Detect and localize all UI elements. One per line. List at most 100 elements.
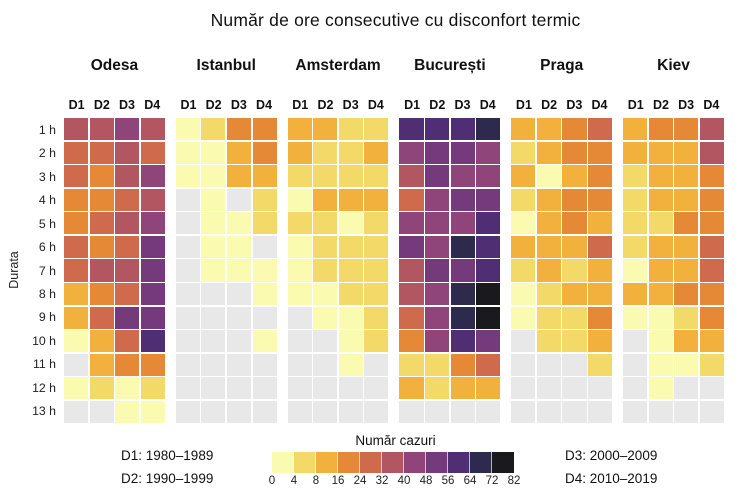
heatmap-cell xyxy=(175,212,200,235)
heatmap-cell xyxy=(338,141,363,164)
heatmap-cell xyxy=(115,400,140,423)
heatmap-cell xyxy=(511,235,536,258)
column-header: D2 xyxy=(93,98,110,112)
heatmap-cell xyxy=(338,235,363,258)
heatmap-cell xyxy=(140,259,165,282)
legend-swatch xyxy=(404,452,426,473)
column-header: D2 xyxy=(652,98,669,112)
heatmap-cell xyxy=(287,235,312,258)
heatmap-cell xyxy=(476,353,501,376)
y-axis-tick-label: 7 h xyxy=(38,263,56,278)
heatmap-cell xyxy=(536,165,561,188)
heatmap-cell xyxy=(201,118,226,141)
heatmap-cell xyxy=(338,259,363,282)
heatmap-cell xyxy=(313,283,338,306)
heatmap-cell xyxy=(338,330,363,353)
column-header: D4 xyxy=(367,98,384,112)
heatmap-cell xyxy=(89,330,114,353)
heatmap-cell xyxy=(425,165,450,188)
heatmap-cell xyxy=(588,377,613,400)
legend-swatch xyxy=(316,452,338,473)
y-axis-tick-labels: 1 h 2 h 3 h 4 h 5 h 6 h 7 h 8 h 9 h 10 h 11 h 12 h 1… xyxy=(0,118,56,423)
facet-title: Praga xyxy=(540,57,584,74)
heatmap-cell xyxy=(674,188,699,211)
heatmap-cell xyxy=(338,188,363,211)
column-header: D2 xyxy=(205,98,222,112)
heatmap-cell xyxy=(338,165,363,188)
heatmap-cell xyxy=(226,165,252,188)
y-axis-tick-label: 10 h xyxy=(32,333,56,348)
heatmap-cell xyxy=(364,306,389,329)
column-header: D2 xyxy=(317,98,334,112)
column-headers: D1 D2 D3 D4 xyxy=(623,96,724,118)
heatmap-cell xyxy=(450,118,475,141)
legend-tick: 24 xyxy=(353,475,367,487)
heatmap-cell xyxy=(562,306,587,329)
heatmap-cell xyxy=(140,188,165,211)
heatmap-cell xyxy=(588,118,613,141)
heatmap-cell xyxy=(674,118,699,141)
heatmap-cell xyxy=(588,283,613,306)
heatmap-cell xyxy=(226,306,252,329)
heatmap-cell xyxy=(450,283,475,306)
heatmap-cell xyxy=(536,235,561,258)
heatmap-cell xyxy=(364,377,389,400)
heatmap-cell xyxy=(476,212,501,235)
heatmap-cell xyxy=(226,400,252,423)
heatmap-cell xyxy=(175,235,200,258)
heatmap-cell xyxy=(588,330,613,353)
heatmap-cell xyxy=(226,118,252,141)
heatmap-cell xyxy=(140,353,165,376)
heatmap-cell xyxy=(648,259,673,282)
heatmap-cell xyxy=(140,212,165,235)
heatmap-cell xyxy=(201,259,226,282)
heatmap-cell xyxy=(399,188,424,211)
heatmap-cell xyxy=(364,141,389,164)
heatmap-cell xyxy=(648,165,673,188)
legend-periods-left: D1: 1980–1989 D2: 1990–1999 xyxy=(121,444,271,490)
heatmap-cell xyxy=(338,212,363,235)
heatmap-cell xyxy=(476,165,501,188)
heatmap-cell xyxy=(252,377,277,400)
heatmap-cell xyxy=(674,259,699,282)
heatmap-cell xyxy=(562,330,587,353)
heatmap-cell xyxy=(562,165,587,188)
heatmap-cell xyxy=(287,212,312,235)
legend-tick: 4 xyxy=(290,475,298,487)
heatmap-cell xyxy=(338,400,363,423)
heatmap-cell xyxy=(588,235,613,258)
heatmap-cell xyxy=(648,353,673,376)
heatmap-cell xyxy=(89,118,114,141)
heatmap-cell xyxy=(115,306,140,329)
heatmap-cell xyxy=(536,400,561,423)
heatmap-cell xyxy=(287,141,312,164)
heatmap-cell xyxy=(511,165,536,188)
facet-title: București xyxy=(414,57,486,74)
heatmap-cell xyxy=(89,259,114,282)
legend-swatch xyxy=(382,452,404,473)
legend-swatch xyxy=(426,452,448,473)
heatmap-cell xyxy=(287,306,312,329)
heatmap-cell xyxy=(450,235,475,258)
heatmap-cell xyxy=(399,259,424,282)
heatmap-cell xyxy=(313,353,338,376)
heatmap-cell xyxy=(511,259,536,282)
heatmap-cell xyxy=(562,118,587,141)
heatmap-cell xyxy=(674,235,699,258)
column-header: D2 xyxy=(429,98,446,112)
heatmap-cell xyxy=(399,330,424,353)
heatmap-cell xyxy=(450,353,475,376)
heatmap-cell xyxy=(364,212,389,235)
heatmap-cell xyxy=(201,141,226,164)
heatmap-cell xyxy=(623,259,648,282)
heatmap-cell xyxy=(699,353,724,376)
heatmap-cell xyxy=(511,330,536,353)
heatmap-cell xyxy=(140,330,165,353)
column-headers: D1 D2 D3 D4 xyxy=(288,96,389,118)
heatmap-cell xyxy=(623,188,648,211)
heatmap-cell xyxy=(399,377,424,400)
heatmap-cell xyxy=(476,400,501,423)
heatmap-cell xyxy=(623,118,648,141)
heatmap-cell xyxy=(115,118,140,141)
legend-tick: 8 xyxy=(312,475,320,487)
